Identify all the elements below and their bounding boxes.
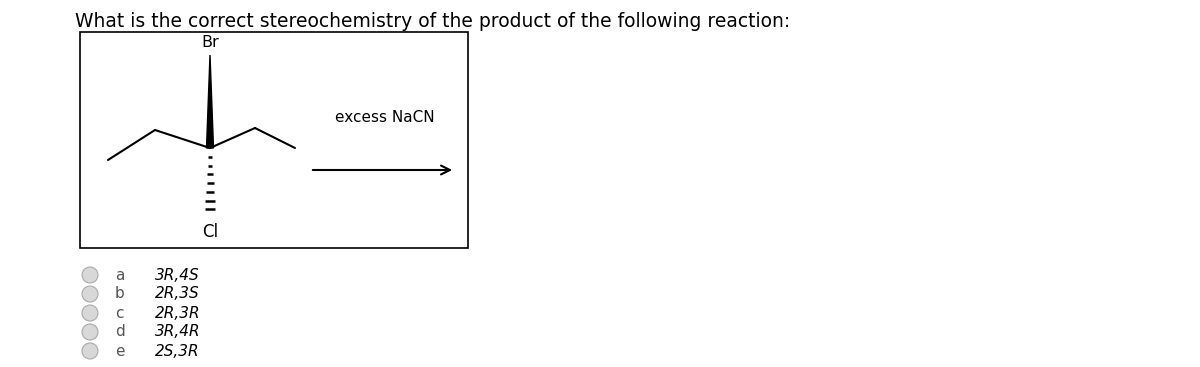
Text: Br: Br (202, 35, 218, 50)
Circle shape (82, 305, 98, 321)
Text: What is the correct stereochemistry of the product of the following reaction:: What is the correct stereochemistry of t… (74, 12, 791, 31)
Text: 2R,3R: 2R,3R (155, 305, 200, 320)
Circle shape (82, 324, 98, 340)
Text: d: d (115, 324, 125, 339)
Circle shape (82, 286, 98, 302)
Text: e: e (115, 344, 125, 359)
Text: 2S,3R: 2S,3R (155, 344, 199, 359)
Bar (80, 32, 468, 248)
Text: excess NaCN: excess NaCN (335, 110, 434, 125)
Circle shape (82, 267, 98, 283)
Text: c: c (115, 305, 124, 320)
Text: 3R,4S: 3R,4S (155, 268, 199, 283)
Text: a: a (115, 268, 125, 283)
Text: 3R,4R: 3R,4R (155, 324, 200, 339)
Text: 2R,3S: 2R,3S (155, 287, 199, 302)
Circle shape (82, 343, 98, 359)
Text: b: b (115, 287, 125, 302)
Text: Cl: Cl (202, 223, 218, 241)
Polygon shape (206, 55, 214, 148)
